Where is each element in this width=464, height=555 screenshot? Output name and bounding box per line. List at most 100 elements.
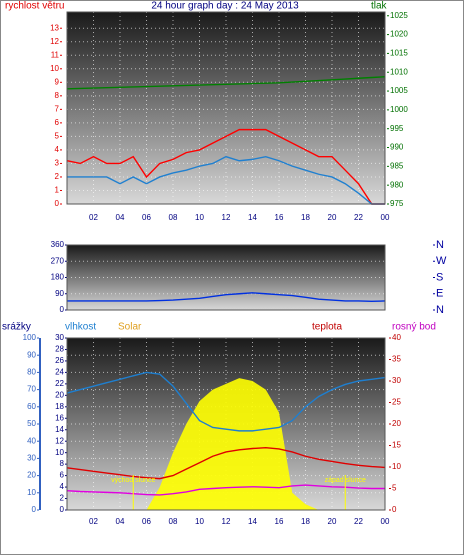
tick-label: 90 — [27, 350, 36, 359]
tick-label: 12 — [50, 37, 59, 46]
x-tick-label: 12 — [222, 213, 231, 222]
y-label: rychlost větru — [5, 1, 64, 12]
tick-label: 8 — [60, 459, 65, 468]
tick-label: 10 — [55, 448, 64, 457]
tick-label: 3 — [55, 159, 60, 168]
x-tick-label: 14 — [248, 517, 257, 526]
tick-label: 1010 — [390, 67, 408, 76]
tick-label: 360 — [51, 240, 65, 249]
tick-label: 990 — [390, 143, 404, 152]
x-tick-label: 16 — [275, 517, 284, 526]
tick-label: 24 — [55, 368, 64, 377]
tick-label: 2 — [60, 494, 65, 503]
title: 24 hour graph day : 24 May 2013 — [151, 1, 299, 12]
tick-label: 1015 — [390, 49, 408, 58]
legend-label: teplota — [312, 322, 342, 333]
tick-label: 20 — [55, 390, 64, 399]
tick-label: 30 — [55, 333, 64, 342]
series-line — [66, 76, 386, 90]
annotation: východ slunce — [111, 477, 155, 484]
tick-label: N — [436, 239, 444, 251]
tick-label: 0 — [55, 199, 60, 208]
series-line — [66, 128, 385, 205]
tick-label: 1020 — [390, 30, 408, 39]
tick-label: 6 — [55, 118, 60, 127]
x-tick-label: 18 — [301, 517, 310, 526]
tick-label: 18 — [55, 402, 64, 411]
tick-label: 11 — [51, 50, 60, 59]
x-tick-label: 04 — [116, 517, 125, 526]
tick-label: 270 — [51, 256, 65, 265]
tick-label: 975 — [390, 199, 404, 208]
tick-label: 35 — [392, 355, 401, 364]
tick-label: 15 — [392, 441, 401, 450]
series-line — [67, 292, 386, 303]
tick-label: 14 — [55, 425, 64, 434]
tick-label: 2 — [55, 172, 60, 181]
tick-label: 980 — [390, 180, 404, 189]
tick-label: 70 — [27, 385, 36, 394]
tick-label: E — [436, 288, 443, 300]
x-tick-label: 00 — [381, 517, 390, 526]
annotation: západ slunce — [325, 477, 366, 484]
x-tick-label: 06 — [142, 517, 151, 526]
tick-label: 1000 — [390, 105, 408, 114]
tick-label: 90 — [55, 289, 64, 298]
plot-border — [66, 11, 386, 205]
x-tick-label: 18 — [301, 213, 310, 222]
y-label: srážky — [2, 322, 31, 333]
series-line — [66, 371, 386, 432]
tick-label: N — [436, 304, 444, 316]
tick-label: 10 — [392, 462, 401, 471]
tick-label: 6 — [60, 471, 65, 480]
tick-label: 28 — [55, 345, 64, 354]
plot-border — [66, 337, 386, 511]
tick-label: 13 — [50, 23, 59, 32]
tick-label: 12 — [55, 436, 64, 445]
tick-label: 10 — [50, 64, 59, 73]
x-tick-label: 00 — [381, 213, 390, 222]
tick-label: 8 — [55, 91, 60, 100]
tick-label: 30 — [27, 454, 36, 463]
series-line — [66, 484, 385, 496]
x-tick-label: 04 — [116, 213, 125, 222]
tick-label: 40 — [392, 333, 401, 342]
legend-label: rosný bod — [392, 322, 436, 333]
plot-border — [66, 244, 386, 311]
x-tick-label: 02 — [89, 517, 98, 526]
tick-label: 7 — [55, 104, 60, 113]
tick-label: 9 — [55, 77, 60, 86]
x-tick-label: 16 — [275, 213, 284, 222]
tick-label: 0 — [60, 505, 65, 514]
tick-label: 80 — [27, 368, 36, 377]
tick-label: 20 — [392, 419, 401, 428]
x-tick-label: 02 — [89, 213, 98, 222]
series-line — [67, 155, 385, 205]
tick-label: 0 — [392, 505, 397, 514]
tick-label: 16 — [55, 413, 64, 422]
tick-label: 1 — [55, 186, 60, 195]
legend-label: Solar — [118, 322, 142, 333]
tick-label: 100 — [23, 333, 37, 342]
x-tick-label: 10 — [195, 517, 204, 526]
tick-label: 20 — [27, 471, 36, 480]
tick-label: 4 — [60, 482, 65, 491]
tick-label: W — [436, 255, 447, 267]
solar-area — [67, 378, 385, 510]
tick-label: 10 — [27, 488, 36, 497]
tick-label: 22 — [55, 379, 64, 388]
x-tick-label: 12 — [222, 517, 231, 526]
x-tick-label: 22 — [354, 517, 363, 526]
tick-label: S — [436, 271, 443, 283]
tick-label: 26 — [55, 356, 64, 365]
y2-label: tlak — [371, 1, 388, 12]
x-tick-label: 08 — [169, 213, 178, 222]
tick-label: 5 — [392, 484, 397, 493]
tick-label: 985 — [390, 161, 404, 170]
x-tick-label: 20 — [328, 517, 337, 526]
tick-label: 0 — [60, 305, 65, 314]
x-tick-label: 08 — [169, 517, 178, 526]
x-tick-label: 10 — [195, 213, 204, 222]
legend-label: vlhkost — [65, 322, 96, 333]
